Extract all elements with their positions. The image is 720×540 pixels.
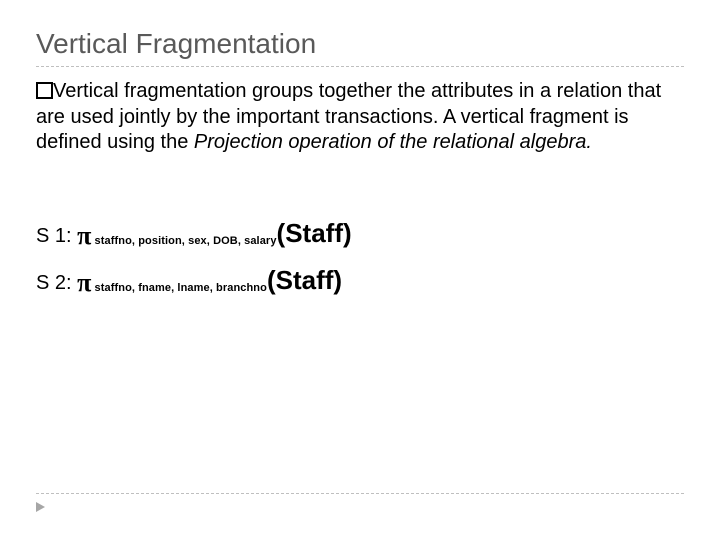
slide-title: Vertical Fragmentation bbox=[36, 28, 684, 66]
fragment-relation: (Staff) bbox=[267, 265, 342, 295]
slide: Vertical Fragmentation Vertical fragment… bbox=[0, 0, 720, 540]
fragment-subscript: staffno, position, sex, DOB, salary bbox=[91, 235, 276, 247]
body-italic: Projection operation of the relational a… bbox=[194, 131, 592, 153]
fragment-s1: S 1: π staffno, position, sex, DOB, sala… bbox=[36, 218, 684, 251]
fragment-label: S 2: bbox=[36, 272, 77, 294]
fragment-s2: S 2: π staffno, fname, lname, branchno(S… bbox=[36, 265, 684, 298]
body-paragraph: Vertical fragmentation groups together t… bbox=[36, 79, 684, 156]
fragment-relation: (Staff) bbox=[277, 218, 352, 248]
bullet-square-icon bbox=[36, 82, 53, 99]
pi-symbol: π bbox=[77, 268, 91, 297]
title-divider bbox=[36, 66, 684, 67]
fragment-label: S 1: bbox=[36, 225, 77, 247]
pi-symbol: π bbox=[77, 221, 91, 250]
fragment-list: S 1: π staffno, position, sex, DOB, sala… bbox=[36, 218, 684, 298]
fragment-subscript: staffno, fname, lname, branchno bbox=[91, 282, 267, 294]
footer-divider bbox=[36, 493, 684, 494]
arrow-right-icon bbox=[36, 502, 45, 512]
